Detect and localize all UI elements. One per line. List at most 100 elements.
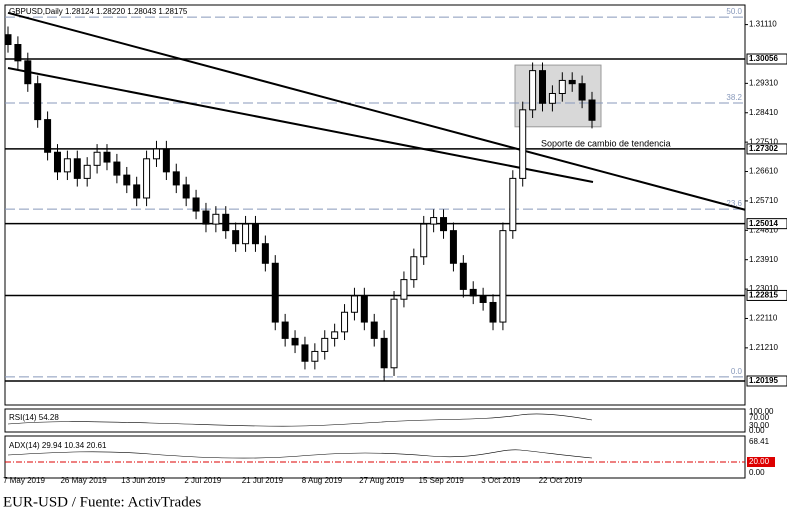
candle-body (459, 262, 467, 290)
level-label: 1.27302 (749, 144, 778, 153)
level-box (746, 143, 787, 155)
adx-panel (4, 435, 746, 479)
candle-body (271, 262, 279, 323)
candle-body (440, 217, 448, 232)
candle-body (539, 70, 547, 104)
candle-body (182, 184, 190, 199)
candle-body (4, 34, 12, 46)
candle-body (360, 295, 368, 323)
candle-body (44, 119, 52, 153)
candle-body (222, 213, 230, 232)
x-tick-label: 22 Oct 2019 (539, 476, 583, 485)
zone (514, 64, 602, 128)
annotation: Soporte de cambio de tendencia (541, 138, 671, 148)
fib-label: 50.0 (726, 7, 742, 16)
x-tick-label: 7 May 2019 (3, 476, 45, 485)
adx-tick-label: 20.00 (749, 457, 770, 466)
price-panel (4, 4, 746, 406)
adx-level-box (747, 457, 775, 467)
candle-body (53, 151, 61, 173)
rsi-tick-label: 0.00 (749, 426, 765, 435)
candle-body (192, 197, 200, 212)
y-tick-label: 1.24810 (749, 225, 778, 234)
level-box (746, 53, 787, 65)
level-box (746, 289, 787, 301)
title-bg (7, 7, 207, 17)
y-tick-label: 1.22110 (749, 314, 778, 323)
candle-body (261, 243, 269, 264)
y-tick-label: 1.28410 (749, 108, 778, 117)
candle-body (380, 337, 388, 369)
candle-body (410, 256, 418, 281)
candle-body (558, 79, 566, 94)
trend-line (7, 11, 746, 211)
x-tick-label: 27 Aug 2019 (359, 476, 404, 485)
candle-body (301, 344, 309, 362)
candle-body (370, 321, 378, 339)
candle-body (251, 223, 259, 245)
candle-body (281, 321, 289, 339)
fib-label: 0.0 (731, 367, 743, 376)
candle-body (321, 337, 329, 352)
candle-body (103, 151, 111, 163)
rsi-tick-label: 100.00 (749, 407, 774, 416)
x-tick-label: 26 May 2019 (60, 476, 107, 485)
x-tick-label: 13 Jun 2019 (121, 476, 166, 485)
rsi-line (7, 413, 593, 427)
candle-body (350, 295, 358, 313)
x-tick-label: 15 Sep 2019 (419, 476, 465, 485)
candle-body (449, 230, 457, 264)
candle-body (529, 70, 537, 111)
candle-body (420, 223, 428, 258)
candle-body (63, 158, 71, 173)
level-box (746, 375, 787, 387)
x-tick-label: 2 Jul 2019 (184, 476, 221, 485)
candle-body (143, 158, 151, 199)
candle-body (212, 213, 220, 225)
candle-body (73, 158, 81, 179)
candle-body (469, 288, 477, 297)
adx-tick-label: 68.41 (749, 437, 770, 446)
y-tick-label: 1.31110 (749, 20, 777, 29)
fib-label: 23.6 (726, 199, 742, 208)
y-tick-label: 1.27510 (749, 137, 778, 146)
adx-label: ADX(14) 29.94 10.34 20.61 (9, 441, 107, 450)
candle-body (331, 331, 339, 339)
candle-body (24, 60, 32, 85)
candle-body (578, 83, 586, 101)
candle-body (123, 174, 131, 186)
candle-body (519, 109, 527, 179)
rsi-label: RSI(14) 54.28 (9, 413, 59, 422)
candle-body (548, 92, 556, 104)
candle-body (232, 230, 240, 245)
candle-body (242, 223, 250, 245)
level-label: 1.30056 (749, 54, 778, 63)
candle-body (341, 311, 349, 333)
candle-body (390, 298, 398, 369)
candle-body (489, 301, 497, 323)
candle-body (113, 161, 121, 176)
y-tick-label: 1.26610 (749, 167, 778, 176)
candle-body (479, 295, 487, 303)
fib-label: 38.2 (726, 93, 742, 102)
candle-body (499, 230, 507, 323)
y-tick-label: 1.23010 (749, 284, 778, 293)
chart-title: GBPUSD,Daily 1.28124 1.28220 1.28043 1.2… (9, 7, 188, 16)
y-tick-label: 1.29310 (749, 78, 778, 87)
y-tick-label: 1.25710 (749, 196, 778, 205)
caption: EUR-USD / Fuente: ActivTrades (3, 494, 201, 510)
candle-body (162, 148, 170, 173)
trend-line (7, 67, 594, 183)
y-tick-label: 1.23910 (749, 255, 778, 264)
candle-body (34, 83, 42, 121)
level-label: 1.20195 (749, 376, 778, 385)
y-tick-label: 1.21210 (749, 343, 778, 352)
candle-body (509, 177, 517, 232)
rsi-tick-label: 70.00 (749, 413, 770, 422)
candle-body (291, 337, 299, 346)
candle-body (14, 44, 22, 62)
candle-body (152, 148, 160, 160)
x-tick-label: 8 Aug 2019 (302, 476, 343, 485)
